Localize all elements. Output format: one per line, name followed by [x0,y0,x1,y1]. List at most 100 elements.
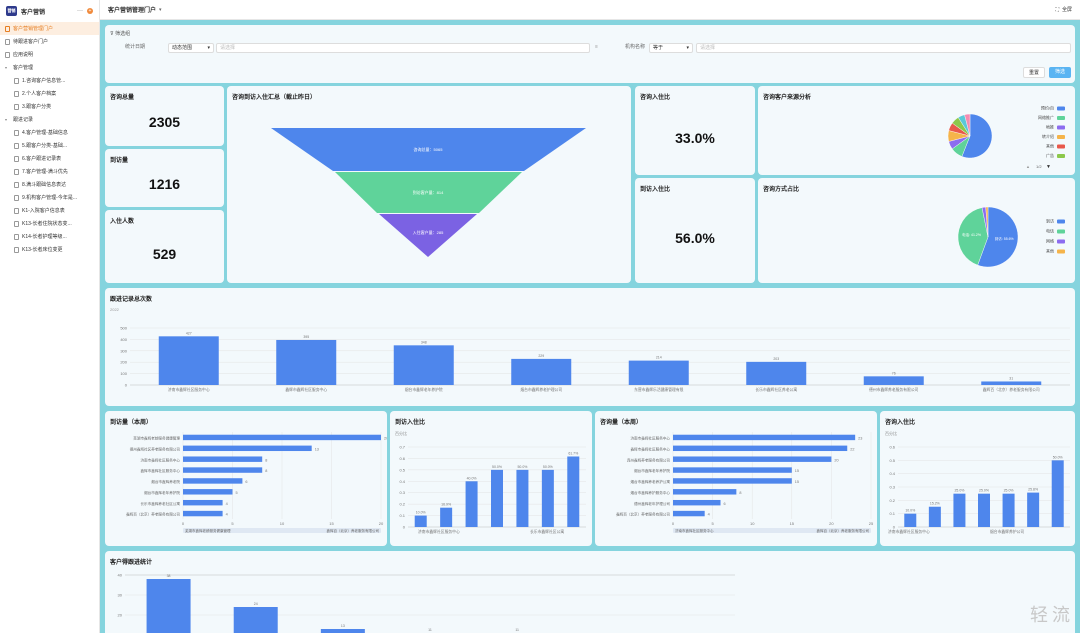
sidebar-item[interactable]: 4.客户管理-基础信息 [0,126,99,139]
y-tick-label: 0.1 [889,511,895,516]
y-tick-label: 鑫辉百（北京）养老服务有限公司 [616,512,670,517]
kpi-value: 33.0% [675,130,715,146]
bar [320,629,365,633]
x-tick-label: 10 [280,521,285,526]
funnel-card: 咨询到访入住汇总（截止昨日） 咨询总量：5065 到访客户量：814 入住客户量… [227,86,631,283]
filter-button[interactable]: 筛选 [1049,67,1071,78]
chevron-down-icon: ▾ [207,45,210,51]
y-tick-label: 0.2 [889,498,895,503]
sidebar-item-label: 3.跟客户分类 [22,104,52,110]
sidebar-item-label: 4.客户管理-基础信息 [22,130,68,136]
y-tick-label: 连州鑫辉养老服务有限公司 [627,457,671,462]
document-icon [5,25,10,32]
scroll-label: 芜湖市鑫辉老龄服务健康管理 [185,528,231,533]
bar [673,478,792,484]
data-label: 15 [795,469,799,473]
y-tick-label: 0.5 [889,458,895,463]
filter-op-org-value: 等于 [653,45,664,51]
sidebar-item[interactable]: 应用说明 [0,48,99,61]
legend-swatch [1057,249,1065,254]
filter-value-org[interactable]: 请选择 [696,43,1071,53]
legend-swatch [1057,106,1065,111]
sidebar-item[interactable]: 客户营销管理门户 [0,22,99,35]
y-tick-label: 鑫辉百（北京）养老服务有限公司 [126,512,180,517]
sidebar-header: 营销 客户营销 ··· + [0,0,99,22]
chevron-down-icon: ▾ [686,45,689,51]
scroll-track [183,528,381,533]
consult-ratio-card: 咨询入住比 百分比 0 0.1 0.2 0.3 0.4 0.5 0.6 10.0% 15.2% 25… [880,411,1075,546]
data-label: 8 [265,469,267,473]
sidebar-item[interactable]: K14-长者护理等级... [0,230,99,243]
filter-op-date[interactable]: 动态范围 ▾ [168,43,214,53]
legend-swatch [1057,229,1065,234]
sidebar-item[interactable]: K1-入院客户信息表 [0,204,99,217]
sidebar-item[interactable]: 5.跟客户分类-基础... [0,139,99,152]
data-label: 76 [892,371,896,375]
sidebar-item[interactable]: ▾ 跟进记录 [0,113,99,126]
add-icon[interactable]: + [87,8,93,14]
x-tick-label: 长乐市鑫辉社区公寓 [530,529,564,534]
chevron-down-icon[interactable]: ▾ [159,6,162,13]
bar [953,493,966,527]
visit-ratio-card: 到访入住比 百分比 0 0.1 0.2 0.3 0.4 0.5 0.6 0.7 10.0% 16.9… [390,411,592,546]
bar [673,434,856,441]
sidebar-item[interactable]: K13-长者住院状态变... [0,217,99,230]
x-tick-label: 10 [750,521,755,526]
x-tick-label: 德州市鑫辉养老服务有限公司 [869,387,919,392]
legend-label: 网络推广 [1038,114,1054,120]
filter-icon: ⊽ [110,31,114,37]
document-icon [14,181,19,188]
sidebar-item-label: 待跟进客户门户 [13,39,49,45]
y-axis-label: 百分比 [395,430,407,436]
data-label: 13 [341,624,345,628]
sidebar-item[interactable]: ▾ 客户管理 [0,61,99,74]
x-tick-label: 长乐市鑫辉社区养老公寓 [755,387,797,392]
bar [465,481,478,527]
sidebar-item[interactable]: 9.机构客户管理-今年是... [0,191,99,204]
document-icon [14,233,19,240]
kpi-value: 56.0% [675,230,715,246]
sidebar-item[interactable]: 2.个人客户档案 [0,87,99,100]
followup-card: 跟进记录总次数 2022 0 100 200 300 400 500 427 济南市鑫辉社区服… [105,288,1075,406]
sidebar-item[interactable]: K13-长者床位变更 [0,243,99,256]
legend-swatch [1057,135,1065,139]
bar [516,469,529,527]
sidebar-item[interactable]: 8.满斗跟础信息表达 [0,178,99,191]
y-tick-label: 0.2 [399,502,405,507]
followup-bar-chart: 0 100 200 300 400 500 427 济南市鑫辉社区服务中心 395 鑫辉市鑫辉社区… [120,326,1070,392]
y-tick-label: 0 [125,383,128,388]
sidebar-item[interactable]: 待跟进客户门户 [0,35,99,48]
funnel-label: 咨询总量：5065 [414,146,444,152]
filter-value-date[interactable]: 请选择 [216,43,590,53]
data-label: 50.0% [517,465,527,469]
sidebar-item[interactable]: 6.客户跟进记录表 [0,152,99,165]
kpi-label: 到访入住比 [640,187,671,193]
scroll-label: 鑫辉百（北京）养老服务有限公司 [327,528,380,533]
fullscreen-button[interactable]: ⛶ 全屏 [1055,6,1072,14]
consult-ratio-chart: 百分比 0 0.1 0.2 0.3 0.4 0.5 0.6 10.0% 15.2% 25.0% 25.… [885,430,1070,534]
chevron-down-icon: ▾ [5,65,8,70]
bar [511,358,572,385]
sidebar-item-label: 应用说明 [13,52,34,58]
sidebar-item-label: 6.客户跟进记录表 [22,156,62,162]
sidebar-item[interactable]: 1.咨询客户信息管... [0,74,99,87]
page-title: 客户营销管理门户 [108,8,157,14]
data-label: 6 [245,480,247,484]
sidebar-item[interactable]: 7.客户管理-满斗优先 [0,165,99,178]
sidebar-item-label: K13-长者床位变更 [22,247,63,253]
filter-op-org[interactable]: 等于 ▾ [649,43,693,53]
reset-button[interactable]: 重置 [1023,67,1045,78]
y-tick-label: 0.3 [889,485,895,490]
filter-op-date-value: 动态范围 [172,45,193,51]
filter-field-date: 统计日期 [125,44,146,50]
bar [183,510,223,517]
kpi-admit: 入住人数 529 [105,210,224,283]
method-pie-card: 咨询方式占比 到访: 55.6% 电话: 41.2% 到访 电话 网络 其他 [758,178,1075,283]
x-tick-label: 25 [869,521,874,526]
y-tick-label: 烟台市鑫辉老年养护院 [634,468,670,473]
data-label: 6 [724,502,726,506]
filter-panel: ⊽ 筛选组 统计日期 动态范围 ▾ 请选择 ≡ 机构名称 等于 ▾ 请选择 重置 筛… [105,25,1075,83]
document-icon [14,129,19,136]
ellipsis-icon[interactable]: ··· [77,8,83,14]
sidebar-item[interactable]: 3.跟客户分类 [0,100,99,113]
